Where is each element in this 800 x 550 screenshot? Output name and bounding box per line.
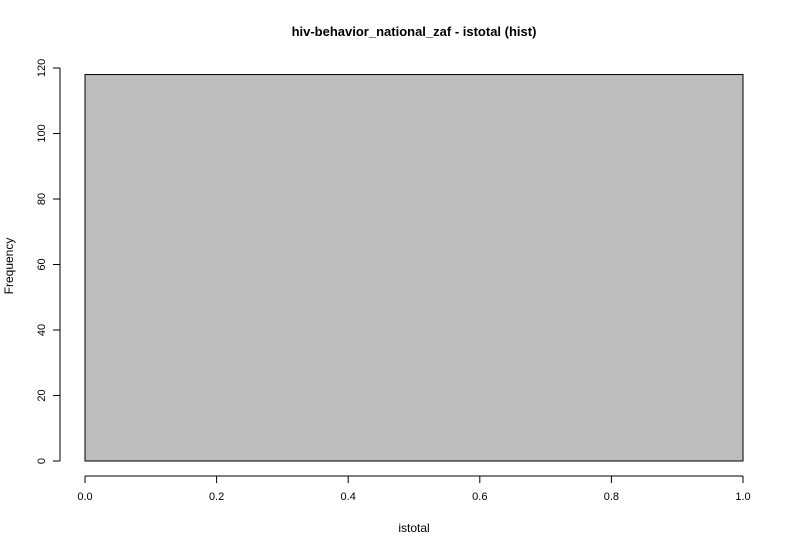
x-tick-label: 0.4 <box>341 491 356 503</box>
x-tick-label: 0.6 <box>472 491 487 503</box>
chart-title: hiv-behavior_national_zaf - istotal (his… <box>292 24 537 39</box>
y-axis: 0 20 40 60 80 100 120 <box>36 59 61 464</box>
x-tick-label: 1.0 <box>735 491 750 503</box>
y-axis-label: Frequency <box>2 238 16 295</box>
x-tick-label: 0.2 <box>209 491 224 503</box>
x-axis-label: istotal <box>398 521 429 535</box>
histogram-bar <box>84 74 744 462</box>
x-tick-label: 0.8 <box>604 491 619 503</box>
y-tick-label: 20 <box>36 389 48 401</box>
y-tick-label: 100 <box>36 124 48 142</box>
y-tick-label: 120 <box>36 59 48 77</box>
y-tick-label: 80 <box>36 193 48 205</box>
x-tick-label: 0.0 <box>77 491 92 503</box>
y-tick-label: 0 <box>36 458 48 464</box>
y-tick-label: 40 <box>36 324 48 336</box>
x-axis: 0.0 0.2 0.4 0.6 0.8 1.0 <box>77 475 751 503</box>
y-tick-label: 60 <box>36 258 48 270</box>
bars-group <box>84 74 744 462</box>
